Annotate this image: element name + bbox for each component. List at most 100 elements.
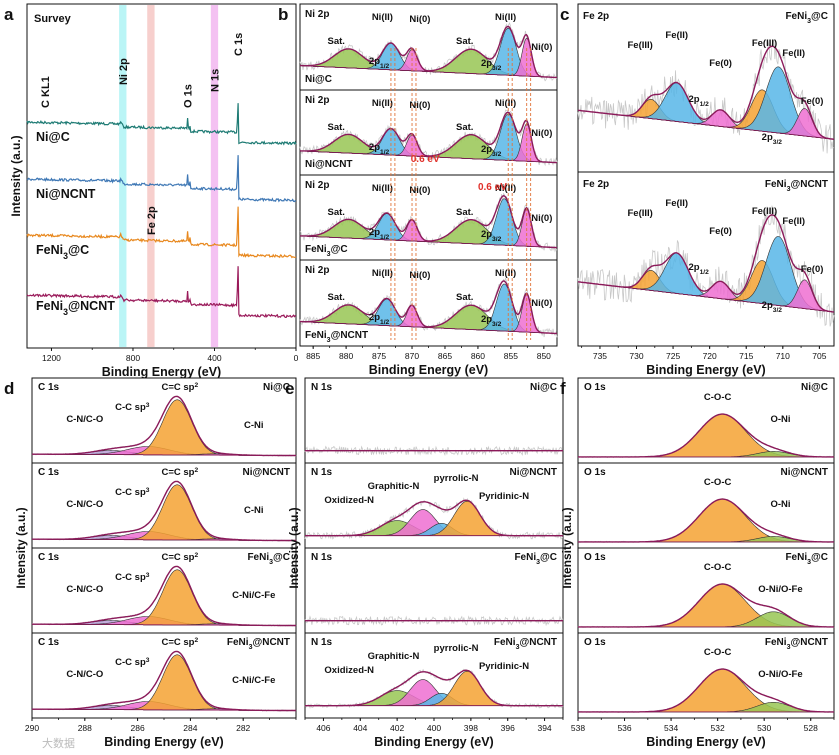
peak-label: 2p3/2: [481, 314, 502, 328]
x-tick-label: 870: [405, 351, 419, 361]
peak-label: Ni(0): [409, 100, 430, 111]
peak-label: Ni(II): [495, 268, 516, 279]
peak-label: Sat.: [456, 122, 473, 133]
peak-label: Ni(II): [495, 183, 516, 194]
peak-label: Ni(0): [409, 14, 430, 25]
x-tick-label: 536: [617, 723, 631, 733]
peak-label: Ni(0): [531, 42, 552, 53]
peak-label: Fe(III): [752, 38, 777, 49]
panel-d: 290 288 286 284 282 Binding Energy (eV) Intens…: [14, 377, 297, 749]
peak-label: C-C sp3: [115, 402, 150, 414]
peak-label: Sat.: [328, 122, 345, 133]
peak-label: O 1s: [183, 84, 195, 108]
sample-label: FeNi3@NCNT: [227, 637, 290, 651]
survey-series: [26, 155, 297, 203]
subpanel-title: N 1s: [311, 382, 333, 393]
x-tick-label: 720: [703, 351, 717, 361]
subpanel-title: C 1s: [38, 552, 60, 563]
x-tick-label: 538: [571, 723, 585, 733]
peak-label: Graphitic-N: [368, 651, 420, 662]
peak-label: C-C sp3: [115, 487, 150, 499]
peak-label: C-C sp3: [115, 657, 150, 669]
peak-label: Graphitic-N: [368, 481, 420, 492]
peak-label: C-O-C: [704, 392, 732, 403]
fit-envelope: [299, 111, 557, 164]
peak-label: Sat.: [456, 207, 473, 218]
peak-label: Sat.: [328, 36, 345, 47]
subpanel-title: Ni 2p: [305, 180, 329, 191]
panel-a: 1200 800 400 0 Binding Energy (eV) Intensity …: [9, 3, 299, 379]
peak-label: Fe(II): [665, 198, 688, 209]
peak-label: C-N/C-O: [66, 499, 103, 510]
subpanel-title: Ni 2p: [305, 95, 329, 106]
peak-label: 2p3/2: [481, 144, 502, 158]
x-axis-label: Binding Energy (eV): [374, 735, 493, 749]
shift-label: 0.6 eV: [478, 182, 507, 193]
subpanel-title: N 1s: [311, 467, 333, 478]
subpanel-title: C 1s: [38, 637, 60, 648]
subpanel-title: Fe 2p: [583, 11, 609, 22]
x-tick-label: 528: [804, 723, 818, 733]
x-tick-label: 0: [294, 353, 299, 363]
peak-label: Fe(II): [782, 48, 805, 59]
peak-label: C-Ni/C-Fe: [232, 590, 275, 601]
peak-label: Fe(0): [709, 226, 732, 237]
x-tick-label: 534: [664, 723, 678, 733]
peak-label: Pyridinic-N: [479, 661, 529, 672]
x-tick-label: 800: [126, 353, 140, 363]
raw-spectrum: [304, 615, 564, 627]
peak-label: O-Ni/O-Fe: [758, 584, 802, 595]
peak-label: 2p1/2: [369, 312, 390, 326]
peak-label: C=C sp2: [161, 552, 198, 564]
peak-band: [210, 5, 219, 347]
x-tick-label: 394: [537, 723, 551, 733]
peak-label: Fe(III): [627, 208, 652, 219]
x-tick-label: 715: [739, 351, 753, 361]
peak-label: C=C sp2: [161, 382, 198, 394]
sample-label: FeNi3@NCNT: [765, 637, 828, 651]
peak-label: N 1s: [209, 69, 221, 92]
peak-label: 2p1/2: [369, 56, 390, 70]
watermark-text: 大数据: [42, 736, 75, 750]
x-tick-label: 850: [537, 351, 551, 361]
panel-letter: c: [560, 5, 569, 24]
panel-letter: b: [278, 5, 288, 24]
peak-label: Oxidized-N: [324, 495, 374, 506]
peak-label: Ni(0): [409, 270, 430, 281]
sample-label: FeNi3@NCNT: [494, 637, 557, 651]
panel-title: Survey: [34, 13, 72, 25]
panel-letter: e: [285, 379, 294, 398]
sample-label: Ni@NCNT: [305, 159, 353, 170]
peak-label: 2p1/2: [369, 227, 390, 241]
x-tick-label: 885: [306, 351, 320, 361]
sample-label: Ni@NCNT: [242, 467, 290, 478]
peak-label: C-O-C: [704, 477, 732, 488]
peak-label: Ni(0): [531, 298, 552, 309]
sample-label: FeNi3@C: [514, 552, 557, 566]
x-tick-label: 705: [812, 351, 826, 361]
panel-e: 406 404 402 400 398 396 394 Binding Energy (eV)…: [287, 377, 564, 749]
x-tick-label: 286: [131, 723, 145, 733]
peak-label: Ni(II): [495, 98, 516, 109]
x-axis-label: Binding Energy (eV): [102, 365, 221, 379]
sample-label: Ni@NCNT: [780, 467, 828, 478]
sample-label: Ni@C: [801, 382, 828, 393]
peak-label: Fe 2p: [146, 206, 158, 235]
peak-label: Oxidized-N: [324, 665, 374, 676]
peak-label: 2p3/2: [481, 58, 502, 72]
panel-b: 885 880 875 870 865 860 855 850 Binding Energy (…: [299, 3, 558, 377]
peak-band: [147, 5, 155, 347]
fit-component: [578, 498, 834, 543]
peak-label: C-C sp3: [115, 572, 150, 584]
survey-series: [26, 266, 297, 319]
peak-label: Pyridinic-N: [479, 491, 529, 502]
peak-label: Sat.: [328, 207, 345, 218]
subpanel-title: Fe 2p: [583, 179, 609, 190]
y-axis-label: Intensity (a.u.): [9, 135, 23, 216]
peak-label: C-Ni: [244, 420, 264, 431]
x-tick-label: 396: [501, 723, 515, 733]
peak-label: C-Ni/C-Fe: [232, 675, 275, 686]
panel-f: 538 536 534 532 530 528 Binding Energy (eV) Int…: [560, 377, 835, 749]
series-label: FeNi3@C: [36, 243, 89, 261]
